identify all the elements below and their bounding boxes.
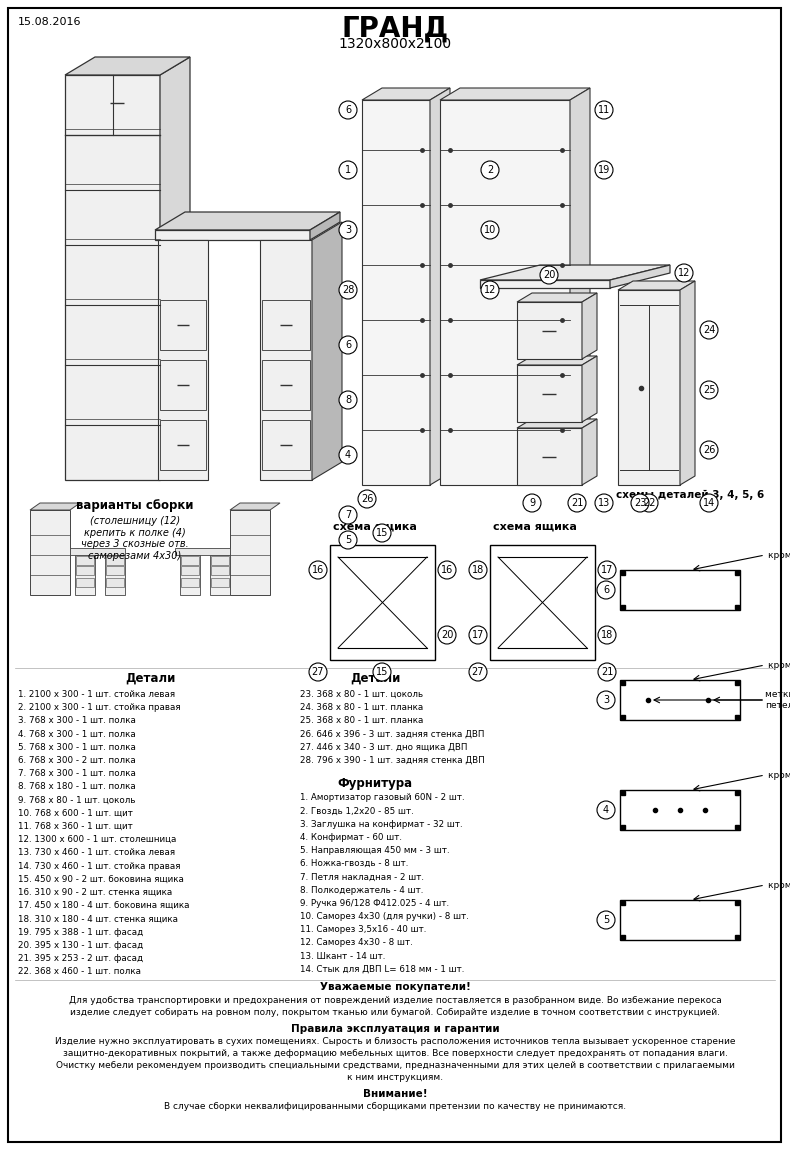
Text: Уважаемые покупатели!: Уважаемые покупатели! <box>320 982 470 992</box>
Circle shape <box>373 524 391 542</box>
Polygon shape <box>230 503 280 509</box>
Text: 19. 795 х 388 - 1 шт. фасад: 19. 795 х 388 - 1 шт. фасад <box>18 928 143 936</box>
Circle shape <box>700 381 718 399</box>
Circle shape <box>700 440 718 459</box>
Circle shape <box>339 221 357 239</box>
Circle shape <box>598 664 616 681</box>
Polygon shape <box>680 281 695 485</box>
Text: схемы деталей 3, 4, 5, 6: схемы деталей 3, 4, 5, 6 <box>616 490 764 500</box>
Polygon shape <box>310 212 340 240</box>
Polygon shape <box>570 89 590 485</box>
Text: 4. 768 х 300 - 1 шт. полка: 4. 768 х 300 - 1 шт. полка <box>18 729 136 738</box>
Text: Детали: Детали <box>125 672 175 685</box>
Text: к ним инструкциям.: к ним инструкциям. <box>347 1073 443 1082</box>
Text: 11. 768 х 360 - 1 шт. щит: 11. 768 х 360 - 1 шт. щит <box>18 822 133 831</box>
Bar <box>106 566 124 575</box>
Text: 10: 10 <box>483 225 496 235</box>
Text: 5: 5 <box>345 535 351 545</box>
Polygon shape <box>440 100 570 485</box>
Bar <box>30 509 70 595</box>
Circle shape <box>595 101 613 118</box>
Circle shape <box>595 161 613 179</box>
Circle shape <box>469 561 487 578</box>
Text: 20. 395 х 130 - 1 шт. фасад: 20. 395 х 130 - 1 шт. фасад <box>18 941 143 950</box>
Bar <box>76 566 94 575</box>
Circle shape <box>481 221 499 239</box>
Polygon shape <box>517 365 582 422</box>
Polygon shape <box>517 419 597 428</box>
Circle shape <box>339 281 357 299</box>
Text: 16: 16 <box>312 565 324 575</box>
Circle shape <box>481 161 499 179</box>
Bar <box>160 300 206 350</box>
Circle shape <box>438 626 456 644</box>
Polygon shape <box>618 290 680 485</box>
Circle shape <box>339 336 357 354</box>
Text: 18: 18 <box>472 565 484 575</box>
Text: 4: 4 <box>345 450 351 460</box>
Bar <box>620 680 740 720</box>
Polygon shape <box>618 281 695 290</box>
Text: 20: 20 <box>441 630 453 641</box>
Text: 19: 19 <box>598 164 610 175</box>
Bar <box>181 578 199 586</box>
Polygon shape <box>517 428 582 485</box>
Text: 12: 12 <box>483 285 496 296</box>
Text: 9. 768 х 80 - 1 шт. цоколь: 9. 768 х 80 - 1 шт. цоколь <box>18 796 136 805</box>
Text: 8: 8 <box>345 394 351 405</box>
Circle shape <box>339 391 357 409</box>
Text: 15: 15 <box>376 667 388 677</box>
Text: 5: 5 <box>603 915 609 925</box>
Polygon shape <box>65 58 190 75</box>
Polygon shape <box>362 100 430 485</box>
Polygon shape <box>260 240 312 480</box>
Text: 17: 17 <box>601 565 613 575</box>
Text: изделие следует собирать на ровном полу, покрытом тканью или бумагой. Собирайте : изделие следует собирать на ровном полу,… <box>70 1009 720 1017</box>
Circle shape <box>358 490 376 508</box>
Text: 2. 2100 х 300 - 1 шт. стойка правая: 2. 2100 х 300 - 1 шт. стойка правая <box>18 703 181 712</box>
Text: 4. Конфирмат - 60 шт.: 4. Конфирмат - 60 шт. <box>300 833 402 842</box>
Polygon shape <box>582 419 597 485</box>
Polygon shape <box>362 89 450 100</box>
Text: 21. 395 х 253 - 2 шт. фасад: 21. 395 х 253 - 2 шт. фасад <box>18 954 143 963</box>
Text: 23: 23 <box>634 498 646 508</box>
Circle shape <box>597 802 615 819</box>
Circle shape <box>700 321 718 339</box>
Text: 8. Полкодержатель - 4 шт.: 8. Полкодержатель - 4 шт. <box>300 886 423 895</box>
Text: 6: 6 <box>345 105 351 115</box>
Text: кромка ПВХ: кромка ПВХ <box>768 551 790 560</box>
Text: 3: 3 <box>603 695 609 705</box>
Circle shape <box>523 494 541 512</box>
Text: 2. Гвоздь 1,2х20 - 85 шт.: 2. Гвоздь 1,2х20 - 85 шт. <box>300 806 414 815</box>
Text: (столешницу (12)
крепить к полке (4)
через 3 скозные отв.
саморезами 4х30): (столешницу (12) крепить к полке (4) чер… <box>81 516 189 561</box>
Text: 3: 3 <box>345 225 351 235</box>
Text: 22. 368 х 460 - 1 шт. полка: 22. 368 х 460 - 1 шт. полка <box>18 967 141 976</box>
Circle shape <box>568 494 586 512</box>
Bar <box>106 578 124 586</box>
Bar <box>70 549 125 555</box>
Circle shape <box>595 494 613 512</box>
Bar <box>106 555 124 565</box>
Text: схема ящика: схема ящика <box>493 522 577 532</box>
Polygon shape <box>440 89 590 100</box>
Bar <box>330 545 435 660</box>
Text: 3. Заглушка на конфирмат - 32 шт.: 3. Заглушка на конфирмат - 32 шт. <box>300 820 463 829</box>
Polygon shape <box>480 264 670 279</box>
Text: 7. 768 х 300 - 1 шт. полка: 7. 768 х 300 - 1 шт. полка <box>18 769 136 779</box>
Text: 17: 17 <box>472 630 484 641</box>
Text: 10. Саморез 4х30 (для ручки) - 8 шт.: 10. Саморез 4х30 (для ручки) - 8 шт. <box>300 912 469 921</box>
Text: 7: 7 <box>345 509 351 520</box>
Bar <box>180 555 200 595</box>
Text: варианты сборки: варианты сборки <box>77 499 194 512</box>
Text: 26. 646 х 396 - 3 шт. задняя стенка ДВП: 26. 646 х 396 - 3 шт. задняя стенка ДВП <box>300 729 484 738</box>
Bar <box>160 360 206 411</box>
Text: 1. Амортизатор газовый 60N - 2 шт.: 1. Амортизатор газовый 60N - 2 шт. <box>300 793 465 803</box>
Circle shape <box>700 494 718 512</box>
Circle shape <box>631 494 649 512</box>
Bar <box>76 578 94 586</box>
Circle shape <box>597 691 615 710</box>
Bar <box>490 545 595 660</box>
Text: 15.08.2016: 15.08.2016 <box>18 17 81 26</box>
Text: 27. 446 х 340 - 3 шт. дно ящика ДВП: 27. 446 х 340 - 3 шт. дно ящика ДВП <box>300 743 468 752</box>
Text: 14: 14 <box>703 498 715 508</box>
